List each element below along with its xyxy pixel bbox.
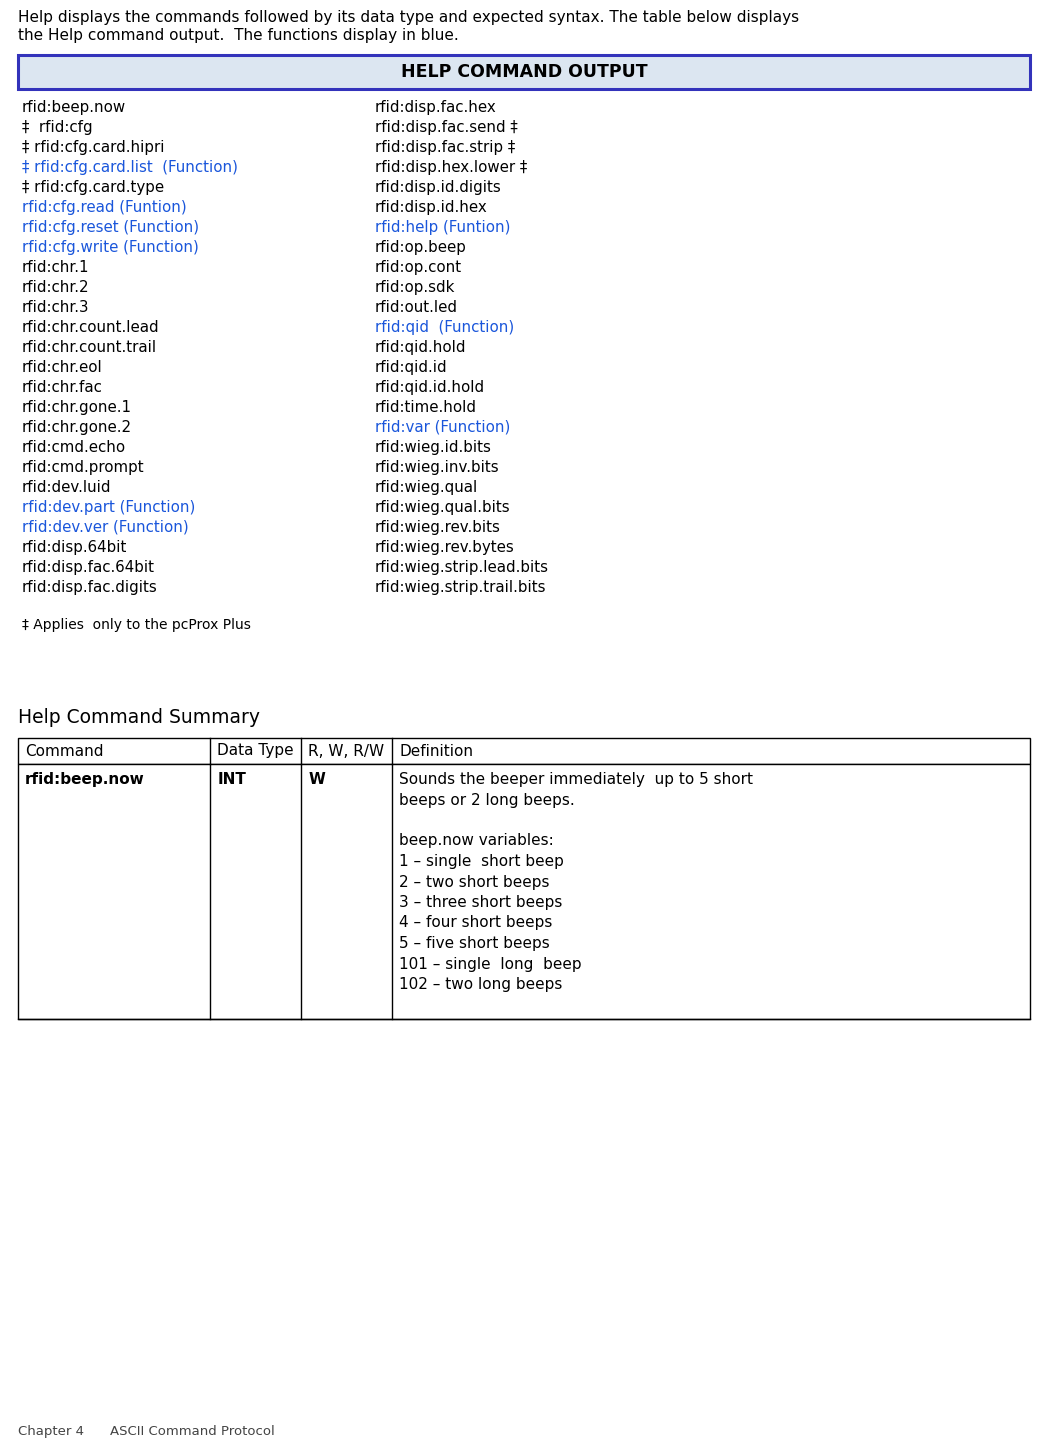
Text: rfid:wieg.qual.bits: rfid:wieg.qual.bits — [375, 499, 511, 515]
Text: 3 – three short beeps: 3 – three short beeps — [400, 895, 563, 909]
Text: rfid:disp.fac.64bit: rfid:disp.fac.64bit — [22, 560, 155, 576]
Text: rfid:chr.3: rfid:chr.3 — [22, 299, 89, 315]
Text: rfid:var (Function): rfid:var (Function) — [375, 420, 510, 435]
Text: ‡  rfid:cfg: ‡ rfid:cfg — [22, 119, 92, 135]
Bar — [18, 764, 1030, 1019]
Text: rfid:qid  (Function): rfid:qid (Function) — [375, 319, 514, 335]
Text: Data Type: Data Type — [218, 744, 294, 758]
Text: W: W — [309, 771, 326, 787]
Text: rfid:cfg.read (Funtion): rfid:cfg.read (Funtion) — [22, 200, 186, 214]
Text: HELP COMMAND OUTPUT: HELP COMMAND OUTPUT — [401, 63, 647, 81]
Text: Help Command Summary: Help Command Summary — [18, 708, 260, 727]
Text: rfid:cfg.write (Function): rfid:cfg.write (Function) — [22, 240, 199, 255]
Text: 1 – single  short beep: 1 – single short beep — [400, 853, 564, 869]
Text: ‡ rfid:cfg.card.type: ‡ rfid:cfg.card.type — [22, 180, 164, 196]
Text: beeps or 2 long beeps.: beeps or 2 long beeps. — [400, 793, 575, 807]
Text: Chapter 4: Chapter 4 — [18, 1425, 84, 1438]
Text: beep.now variables:: beep.now variables: — [400, 833, 554, 849]
Text: rfid:wieg.strip.trail.bits: rfid:wieg.strip.trail.bits — [375, 580, 547, 594]
Text: rfid:op.sdk: rfid:op.sdk — [375, 281, 455, 295]
Text: 102 – two long beeps: 102 – two long beeps — [400, 977, 563, 991]
Text: rfid:wieg.strip.lead.bits: rfid:wieg.strip.lead.bits — [375, 560, 549, 576]
Text: rfid:disp.fac.send ‡: rfid:disp.fac.send ‡ — [375, 119, 518, 135]
Text: rfid:disp.id.digits: rfid:disp.id.digits — [375, 180, 502, 196]
Text: the Help command output.  The functions display in blue.: the Help command output. The functions d… — [18, 27, 459, 43]
Text: R, W, R/W: R, W, R/W — [309, 744, 384, 758]
Text: rfid:chr.count.lead: rfid:chr.count.lead — [22, 319, 159, 335]
Text: rfid:disp.hex.lower ‡: rfid:disp.hex.lower ‡ — [375, 160, 528, 176]
Text: INT: INT — [218, 771, 246, 787]
Text: Command: Command — [25, 744, 104, 758]
Text: rfid:op.cont: rfid:op.cont — [375, 260, 462, 275]
Text: 4 – four short beeps: 4 – four short beeps — [400, 915, 553, 931]
Text: rfid:wieg.inv.bits: rfid:wieg.inv.bits — [375, 460, 499, 475]
Text: 5 – five short beeps: 5 – five short beeps — [400, 935, 550, 951]
Text: rfid:time.hold: rfid:time.hold — [375, 400, 477, 414]
Text: rfid:qid.hold: rfid:qid.hold — [375, 340, 467, 355]
Text: rfid:wieg.rev.bits: rfid:wieg.rev.bits — [375, 519, 500, 535]
Text: Sounds the beeper immediately  up to 5 short: Sounds the beeper immediately up to 5 sh… — [400, 771, 754, 787]
Text: ‡ rfid:cfg.card.list  (Function): ‡ rfid:cfg.card.list (Function) — [22, 160, 238, 176]
Text: rfid:wieg.id.bits: rfid:wieg.id.bits — [375, 440, 492, 455]
Text: rfid:cmd.echo: rfid:cmd.echo — [22, 440, 126, 455]
Text: ‡ Applies  only to the pcProx Plus: ‡ Applies only to the pcProx Plus — [22, 617, 251, 632]
Text: rfid:disp.id.hex: rfid:disp.id.hex — [375, 200, 488, 214]
Text: rfid:chr.gone.1: rfid:chr.gone.1 — [22, 400, 132, 414]
Text: rfid:disp.fac.strip ‡: rfid:disp.fac.strip ‡ — [375, 140, 515, 155]
Text: rfid:wieg.qual: rfid:wieg.qual — [375, 481, 478, 495]
Text: rfid:disp.fac.digits: rfid:disp.fac.digits — [22, 580, 158, 594]
Text: rfid:chr.2: rfid:chr.2 — [22, 281, 90, 295]
Bar — [18, 738, 1030, 764]
Text: ‡ rfid:cfg.card.hipri: ‡ rfid:cfg.card.hipri — [22, 140, 164, 155]
Text: rfid:cmd.prompt: rfid:cmd.prompt — [22, 460, 144, 475]
Text: rfid:dev.part (Function): rfid:dev.part (Function) — [22, 499, 196, 515]
Text: rfid:chr.gone.2: rfid:chr.gone.2 — [22, 420, 132, 435]
Text: ASCII Command Protocol: ASCII Command Protocol — [110, 1425, 274, 1438]
Text: rfid:dev.luid: rfid:dev.luid — [22, 481, 111, 495]
Text: rfid:help (Funtion): rfid:help (Funtion) — [375, 220, 511, 235]
Text: rfid:chr.fac: rfid:chr.fac — [22, 380, 103, 394]
Bar — [18, 55, 1030, 89]
Text: rfid:op.beep: rfid:op.beep — [375, 240, 467, 255]
Text: rfid:cfg.reset (Function): rfid:cfg.reset (Function) — [22, 220, 199, 235]
Text: rfid:beep.now: rfid:beep.now — [25, 771, 144, 787]
Text: rfid:dev.ver (Function): rfid:dev.ver (Function) — [22, 519, 188, 535]
Text: rfid:qid.id.hold: rfid:qid.id.hold — [375, 380, 485, 394]
Text: rfid:out.led: rfid:out.led — [375, 299, 458, 315]
Text: rfid:beep.now: rfid:beep.now — [22, 99, 126, 115]
Text: rfid:disp.fac.hex: rfid:disp.fac.hex — [375, 99, 496, 115]
Text: rfid:wieg.rev.bytes: rfid:wieg.rev.bytes — [375, 540, 515, 555]
Text: rfid:chr.1: rfid:chr.1 — [22, 260, 89, 275]
Text: rfid:disp.64bit: rfid:disp.64bit — [22, 540, 128, 555]
Text: rfid:chr.eol: rfid:chr.eol — [22, 360, 103, 376]
Text: 101 – single  long  beep: 101 – single long beep — [400, 957, 582, 971]
Text: Definition: Definition — [400, 744, 473, 758]
Text: rfid:qid.id: rfid:qid.id — [375, 360, 448, 376]
Text: rfid:chr.count.trail: rfid:chr.count.trail — [22, 340, 157, 355]
Text: Help displays the commands followed by its data type and expected syntax. The ta: Help displays the commands followed by i… — [18, 10, 799, 24]
Text: 2 – two short beeps: 2 – two short beeps — [400, 875, 550, 889]
